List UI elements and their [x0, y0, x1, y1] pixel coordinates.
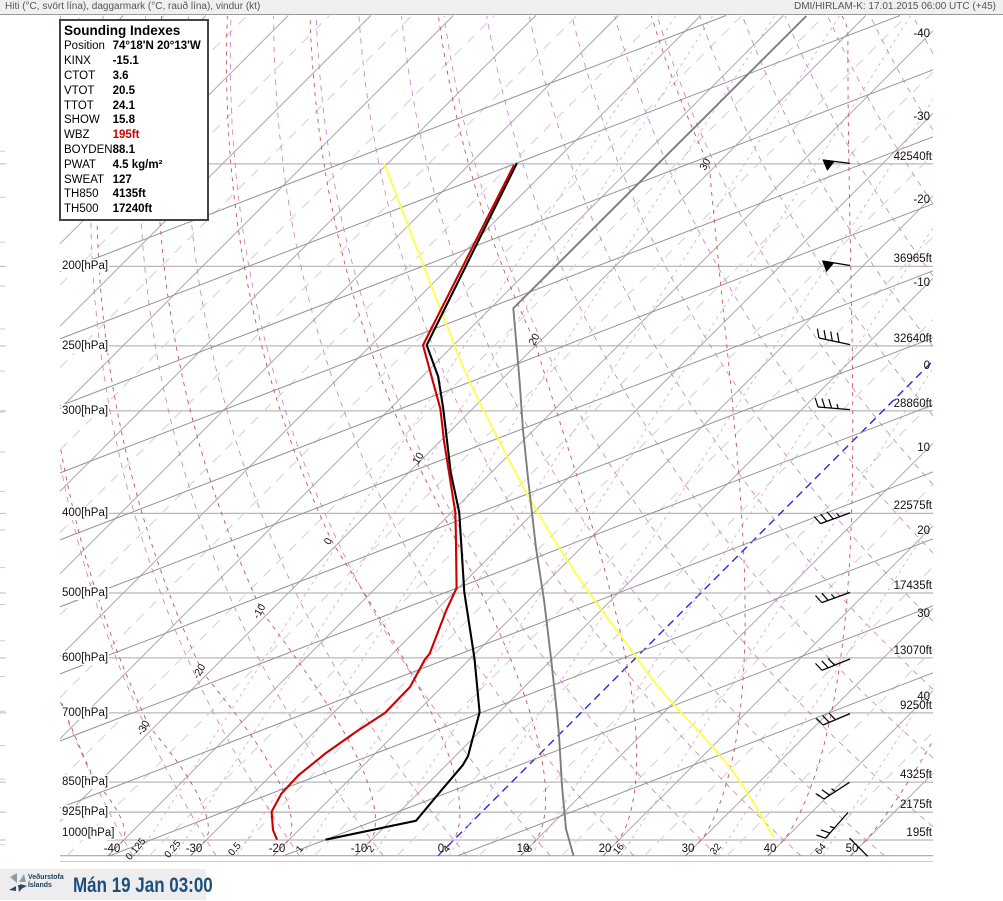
- svg-text:-10: -10: [250, 602, 268, 621]
- svg-text:1: 1: [294, 843, 306, 855]
- svg-text:4: 4: [441, 843, 453, 855]
- svg-text:30: 30: [697, 156, 713, 172]
- svg-text:32: 32: [708, 841, 724, 857]
- svg-text:2: 2: [365, 843, 377, 855]
- svg-text:64: 64: [813, 841, 829, 857]
- svg-text:10: 10: [410, 450, 426, 466]
- svg-text:-30: -30: [134, 718, 152, 737]
- svg-text:0: 0: [322, 536, 335, 547]
- svg-text:8: 8: [523, 843, 535, 855]
- svg-text:20: 20: [526, 331, 542, 347]
- svg-text:-20: -20: [190, 662, 208, 681]
